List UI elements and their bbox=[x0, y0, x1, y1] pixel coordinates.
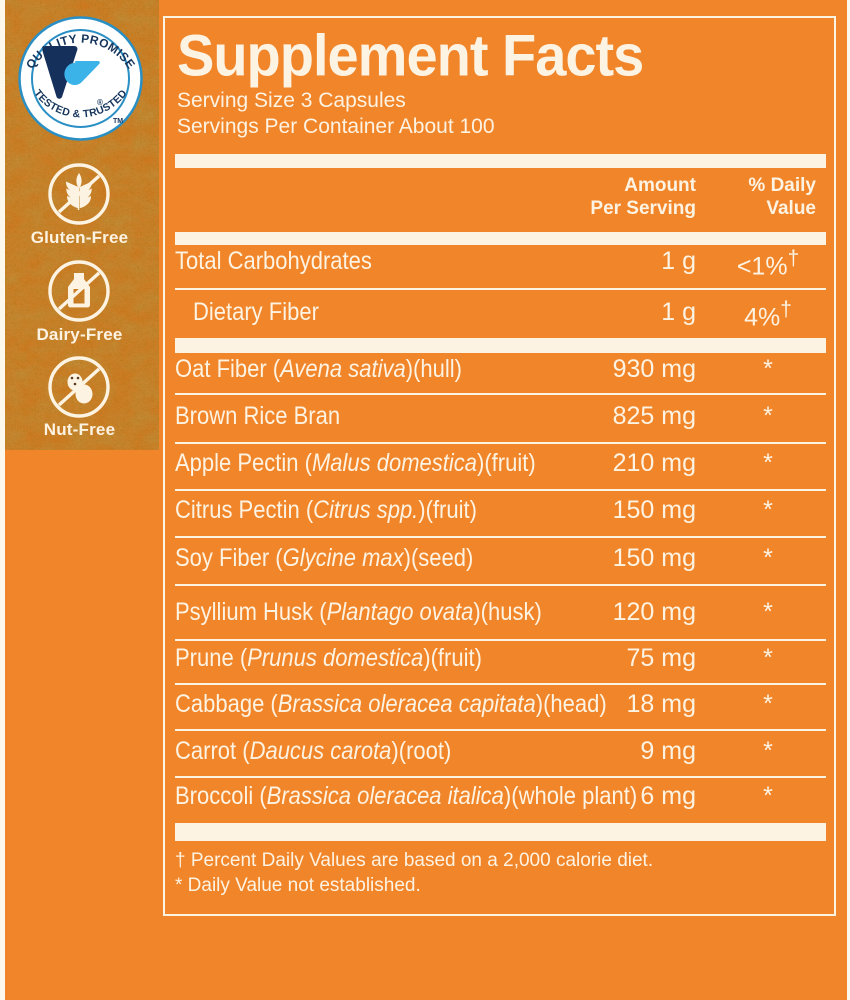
svg-text:®: ® bbox=[97, 98, 103, 107]
svg-text:TM: TM bbox=[113, 118, 123, 125]
